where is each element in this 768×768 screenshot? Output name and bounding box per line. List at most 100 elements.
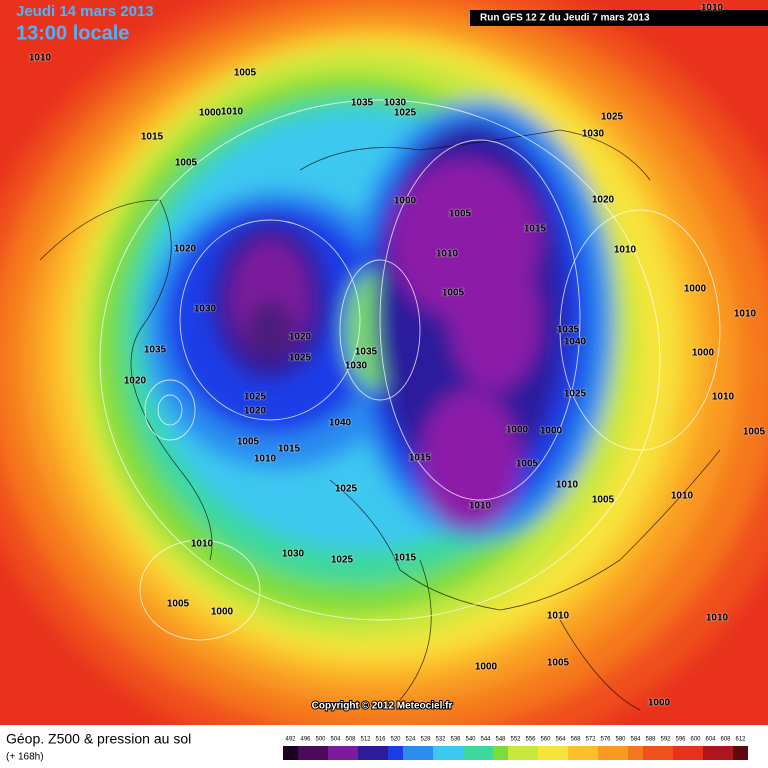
isobar-label: 1000 — [692, 348, 715, 359]
isobar-label: 1030 — [345, 361, 368, 372]
scale-label: 560 — [540, 737, 551, 743]
isobar-label: 1010 — [556, 480, 579, 491]
scale-swatch — [538, 746, 553, 760]
isobar-label: 1040 — [564, 337, 587, 348]
isobar-label: 1010 — [469, 501, 492, 512]
scale-label: 552 — [510, 737, 521, 743]
scale-swatch — [403, 746, 418, 760]
scale-swatch — [658, 746, 673, 760]
scale-label: 580 — [615, 737, 626, 743]
scale-label: 544 — [480, 737, 491, 743]
scale-label: 548 — [495, 737, 506, 743]
isobar-label: 1025 — [335, 484, 358, 495]
isobars — [99, 99, 721, 641]
isobar-label: 1005 — [442, 288, 465, 299]
isobar-label: 1010 — [436, 249, 459, 260]
scale-label: 604 — [705, 737, 716, 743]
scale-swatch — [298, 746, 313, 760]
scale-label: 592 — [660, 737, 671, 743]
scale-swatch — [718, 746, 733, 760]
isobar-label: 1005 — [516, 459, 539, 470]
scale-swatch — [508, 746, 523, 760]
isobar-label: 1020 — [174, 244, 197, 255]
isobar-label: 1005 — [167, 599, 190, 610]
isobar-label: 1030 — [384, 98, 407, 109]
isobar-label: 1030 — [194, 304, 217, 315]
scale-swatch — [703, 746, 718, 760]
scale-swatch — [373, 746, 388, 760]
scale-swatch — [358, 746, 373, 760]
scale-label: 528 — [420, 737, 431, 743]
scale-label: 492 — [285, 737, 296, 743]
isobar-label: 1000 — [199, 108, 222, 119]
isobar-label: 1000 — [684, 284, 707, 295]
isobar-label: 1020 — [289, 332, 312, 343]
scale-label: 576 — [600, 737, 611, 743]
isobar-label: 1000 — [540, 426, 563, 437]
scale-label: 608 — [720, 737, 731, 743]
isobar-label: 1025 — [564, 389, 587, 400]
isobar-label: 1000 — [211, 607, 234, 618]
isobar-label: 1005 — [234, 68, 257, 79]
isobar-label: 1020 — [124, 376, 147, 387]
isobar-label: 1035 — [557, 325, 580, 336]
isobar-label: 1015 — [524, 224, 547, 235]
date: Jeudi 14 mars 2013 — [16, 3, 154, 20]
isobar-label: 1025 — [244, 392, 267, 403]
isobar-label: 1005 — [449, 209, 472, 220]
scale-swatch — [433, 746, 448, 760]
scale-label: 568 — [570, 737, 581, 743]
scale-swatch — [388, 746, 403, 760]
scale-label: 584 — [630, 737, 641, 743]
scale-swatch — [448, 746, 463, 760]
isobar-label: 1025 — [289, 353, 312, 364]
run-box — [470, 10, 768, 26]
scale-swatch — [418, 746, 433, 760]
forecast-range: (+ 168h) — [6, 752, 44, 763]
isobar-label: 1005 — [237, 437, 260, 448]
isobar-label: 1035 — [351, 98, 374, 109]
scale-swatch — [463, 746, 478, 760]
scale-swatch — [688, 746, 703, 760]
scale-label: 524 — [405, 737, 416, 743]
scale-label: 512 — [360, 737, 371, 743]
scale-swatch — [328, 746, 343, 760]
isobar-label: 1005 — [547, 658, 570, 669]
isobar-label: 1025 — [331, 555, 354, 566]
scale-label: 500 — [315, 737, 326, 743]
scale-label: 556 — [525, 737, 536, 743]
scale-swatch — [643, 746, 658, 760]
scale-swatch — [673, 746, 688, 760]
isobar-label: 1010 — [701, 3, 724, 14]
scale-label: 588 — [645, 737, 656, 743]
isobar-label: 1025 — [601, 112, 624, 123]
scale-label: 520 — [390, 737, 401, 743]
color-scale: 492 496 500 504 508 512 516 520 524 528 532 536 540 5… — [283, 737, 748, 760]
isobar-label: 1010 — [254, 454, 277, 465]
scale-swatch — [478, 746, 493, 760]
isobar-label: 1000 — [394, 196, 417, 207]
scale-label: 508 — [345, 737, 356, 743]
isobar-label: 1000 — [475, 662, 498, 673]
scale-swatch — [523, 746, 538, 760]
scale-swatch — [583, 746, 598, 760]
isobar-label: 1030 — [582, 129, 605, 140]
isobar-label: 1000 — [506, 425, 529, 436]
isobar-label: 1010 — [29, 53, 52, 64]
scale-swatch — [628, 746, 643, 760]
scale-label: 536 — [450, 737, 461, 743]
isobar-label: 1035 — [355, 347, 378, 358]
isobar-label: 1030 — [282, 549, 305, 560]
scale-swatch — [598, 746, 613, 760]
scale-label: 516 — [375, 737, 386, 743]
copyright: Copyright © 2012 Meteociel.fr — [312, 701, 453, 712]
isobar-label: 1010 — [706, 613, 729, 624]
scale-swatch — [733, 746, 748, 760]
isobar-label: 1005 — [743, 427, 766, 438]
isobar-label: 1010 — [221, 107, 244, 118]
scale-label: 564 — [555, 737, 566, 743]
